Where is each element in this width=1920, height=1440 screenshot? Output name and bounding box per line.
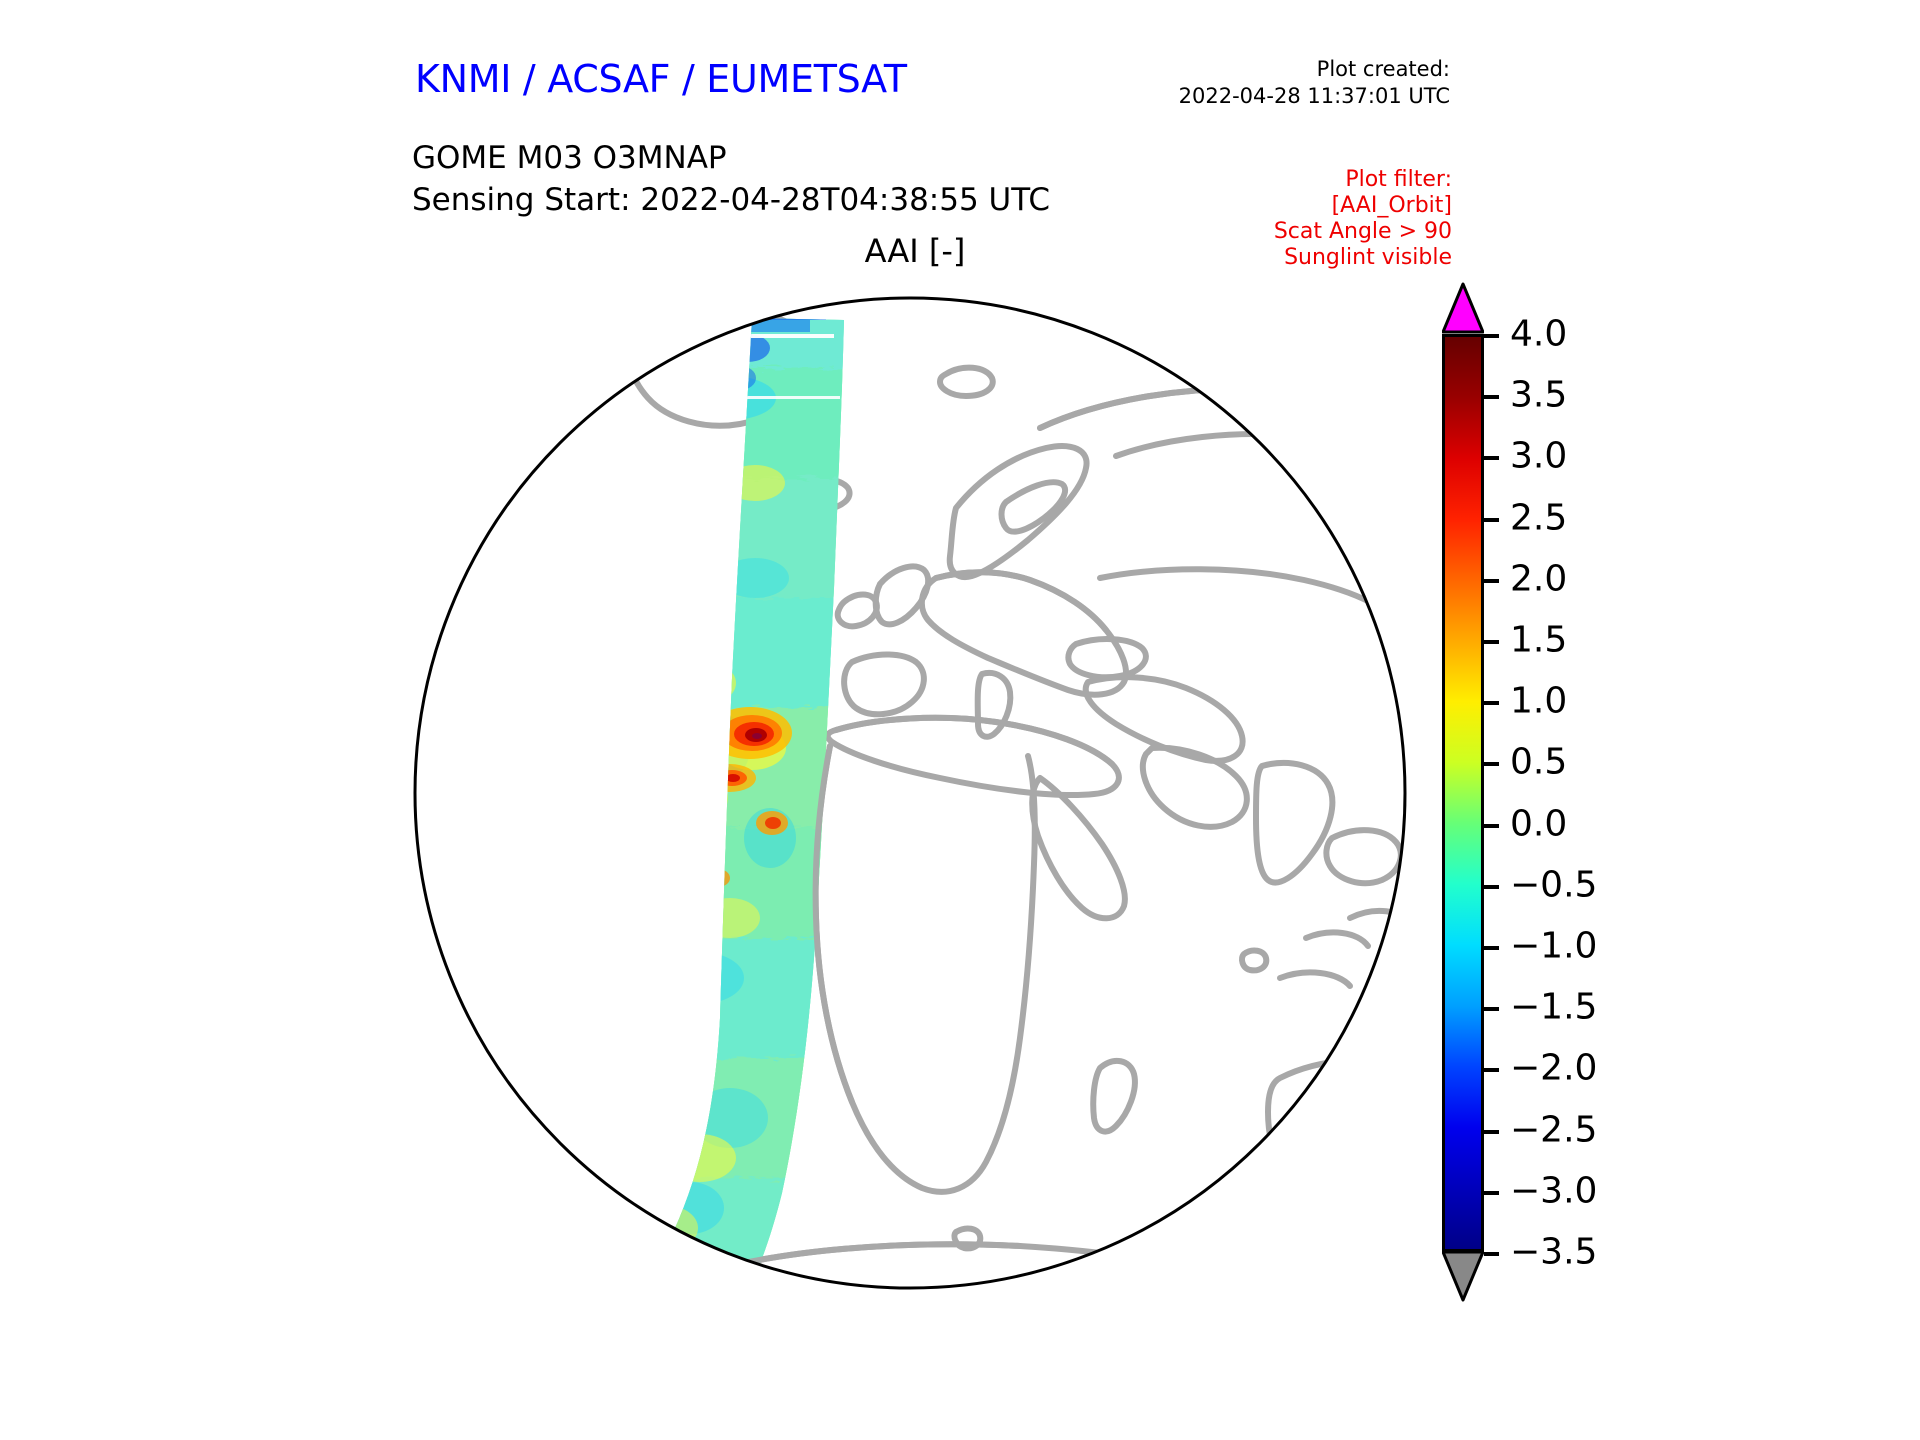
colorbar-tick-label-12: −2.0 [1510, 1047, 1598, 1089]
plot-filter-annotation: Plot filter: [AAI_Orbit] Scat Angle > 90… [1274, 167, 1452, 271]
colorbar: 4.0 3.5 3.0 2.5 2.0 1.5 1.0 0.5 0.0 −0.5 −1.0 −1.5 −… [1434, 282, 1794, 1302]
colorbar-tick-label-13: −2.5 [1510, 1109, 1598, 1151]
colorbar-tick-13 [1484, 1129, 1499, 1134]
colorbar-tick-6 [1484, 701, 1499, 706]
colorbar-tick-label-11: −1.5 [1510, 986, 1598, 1028]
colorbar-tick-1 [1484, 395, 1499, 400]
globe-map-svg [413, 296, 1407, 1290]
colorbar-tick-15 [1484, 1252, 1499, 1256]
colorbar-tick-label-3: 2.5 [1510, 497, 1568, 539]
hotspot-tertiary [756, 811, 788, 835]
colorbar-gradient-bar [1442, 334, 1484, 1252]
colorbar-tick-label-14: −3.0 [1510, 1170, 1598, 1212]
plot-created-timestamp: 2022-04-28 11:37:01 UTC [1178, 84, 1450, 108]
colorbar-tick-8 [1484, 823, 1499, 828]
colorbar-tick-9 [1484, 884, 1499, 889]
colorbar-tick-4 [1484, 578, 1499, 583]
plot-filter-heading: Plot filter: [1345, 167, 1452, 192]
colorbar-tick-label-2: 3.0 [1510, 435, 1568, 477]
globe-map [400, 278, 1420, 1308]
colorbar-under-arrow [1442, 1250, 1484, 1302]
colorbar-tick-12 [1484, 1068, 1499, 1073]
colorbar-tick-label-6: 1.0 [1510, 680, 1568, 722]
colorbar-tick-7 [1484, 762, 1499, 767]
colorbar-tick-label-8: 0.0 [1510, 803, 1568, 845]
colorbar-tick-14 [1484, 1190, 1499, 1195]
colorbar-tick-label-7: 0.5 [1510, 741, 1568, 783]
colorbar-over-arrow [1442, 282, 1484, 334]
colorbar-tick-label-10: −1.0 [1510, 925, 1598, 967]
plot-created-label: Plot created: [1316, 57, 1450, 81]
colorbar-tick-0 [1484, 334, 1499, 338]
plot-filter-line-0: [AAI_Orbit] [1331, 193, 1452, 218]
globe-disc [415, 298, 1405, 1288]
sensing-start-title: Sensing Start: 2022-04-28T04:38:55 UTC [412, 182, 1050, 218]
colorbar-tick-3 [1484, 517, 1499, 522]
colorbar-tick-11 [1484, 1007, 1499, 1012]
colorbar-tick-label-1: 3.5 [1510, 374, 1568, 416]
plot-title-block: GOME M03 O3MNAP Sensing Start: 2022-04-2… [412, 138, 1050, 221]
colorbar-tick-label-4: 2.0 [1510, 558, 1568, 600]
colorbar-gradient [1445, 337, 1481, 1249]
organisation-header: KNMI / ACSAF / EUMETSAT [415, 57, 907, 101]
plot-filter-line-1: Scat Angle > 90 [1273, 219, 1452, 244]
colorbar-tick-10 [1484, 946, 1499, 950]
colorbar-tick-label-15: −3.5 [1510, 1231, 1598, 1273]
colorbar-tick-label-0: 4.0 [1510, 313, 1568, 355]
colorbar-tick-label-9: −0.5 [1510, 864, 1598, 906]
colorbar-tick-2 [1484, 456, 1499, 461]
colorbar-tick-label-5: 1.5 [1510, 619, 1568, 661]
globe-outline [413, 296, 1407, 1290]
instrument-title: GOME M03 O3MNAP [412, 140, 727, 176]
quantity-title: AAI [-] [864, 232, 966, 270]
colorbar-tick-5 [1484, 640, 1499, 644]
plot-filter-line-2: Sunglint visible [1284, 245, 1452, 270]
